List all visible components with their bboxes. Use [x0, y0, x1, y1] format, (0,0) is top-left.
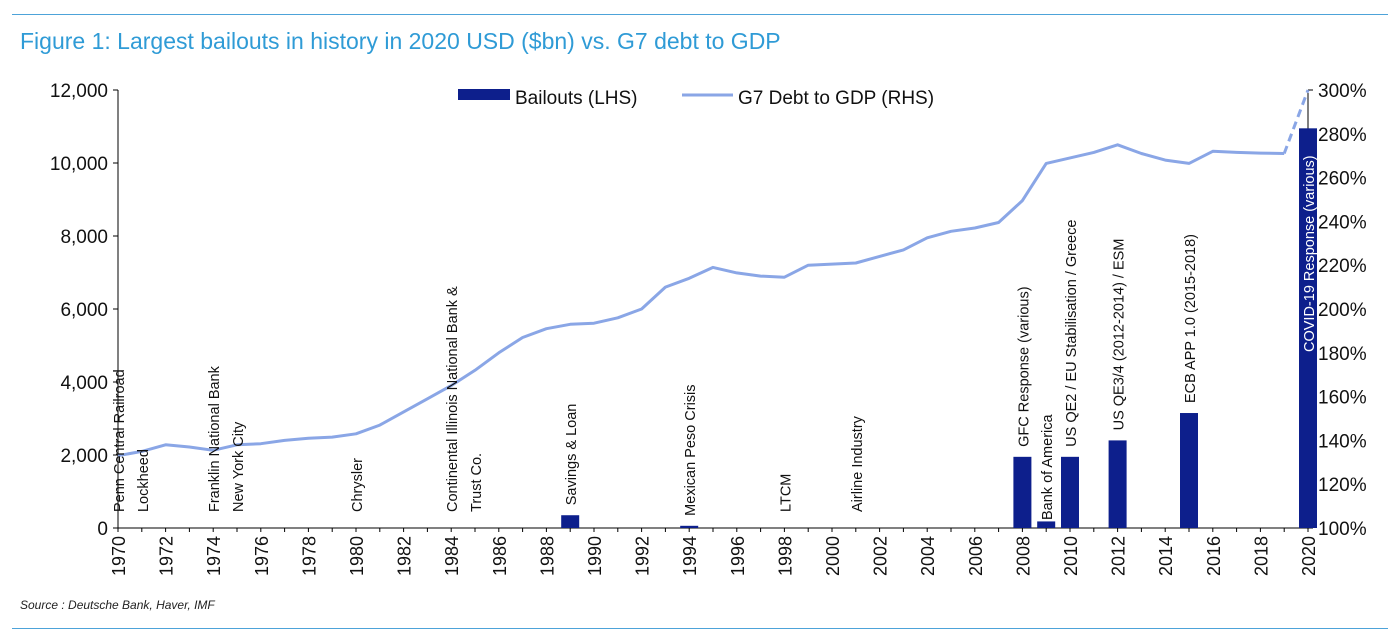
x-tick-label: 1982 — [395, 536, 415, 576]
bar-2012 — [1108, 440, 1127, 528]
x-tick-label: 1988 — [537, 536, 557, 576]
x-tick-label: 1986 — [490, 536, 510, 576]
left-tick-label: 4,000 — [60, 373, 108, 394]
annotation-label: Penn Central Railroad — [112, 369, 128, 512]
annotation-label: COVID-19 Response (various) — [1302, 155, 1318, 352]
x-tick-label: 2004 — [918, 536, 938, 576]
x-tick-label: 2012 — [1109, 536, 1129, 576]
g7-debt-projection — [1282, 89, 1310, 155]
x-tick-label: 1976 — [252, 536, 272, 576]
annotation-label: Airline Industry — [850, 415, 866, 512]
right-tick-label: 100% — [1318, 519, 1367, 540]
left-tick-label: 10,000 — [50, 154, 108, 175]
annotation-label: LTCM — [778, 474, 794, 512]
right-tick-label: 180% — [1318, 344, 1367, 365]
x-tick-label: 1978 — [299, 536, 319, 576]
annotation-label: Continental Illinois National Bank & — [445, 286, 461, 512]
bar-2009 — [1037, 521, 1056, 528]
bar-2008 — [1013, 456, 1032, 528]
right-tick-label: 240% — [1318, 212, 1367, 233]
annotation-label: Bank of America — [1040, 413, 1056, 520]
annotation-label: GFC Response (various) — [1016, 286, 1032, 446]
bottom-rule — [12, 628, 1388, 629]
bar-2020 — [1299, 128, 1317, 528]
bar-1994 — [680, 525, 699, 528]
annotation-label: US QE3/4 (2012-2014) / ESM — [1112, 239, 1128, 431]
x-tick-label: 1992 — [633, 536, 653, 576]
bar-2010 — [1061, 456, 1079, 528]
right-tick-label: 280% — [1318, 125, 1367, 146]
right-tick-label: 200% — [1318, 300, 1367, 321]
g7-debt-line — [117, 143, 1285, 458]
left-tick-label: 0 — [97, 519, 108, 540]
x-tick-label: 1972 — [157, 536, 177, 576]
annotation-label: Trust Co. — [469, 453, 485, 512]
bar-1989 — [561, 515, 580, 528]
legend-line-label: G7 Debt to GDP (RHS) — [738, 88, 934, 109]
x-tick-label: 1994 — [680, 536, 700, 576]
x-tick-label: 1980 — [347, 536, 367, 576]
x-tick-label: 2000 — [823, 536, 843, 576]
legend-bars-swatch — [458, 89, 510, 100]
annotation-label: Savings & Loan — [564, 404, 580, 506]
annotation-label: Lockheed — [136, 449, 152, 512]
right-tick-label: 120% — [1318, 475, 1367, 496]
annotation-label: Chrysler — [350, 458, 366, 512]
annotation-label: New York City — [231, 421, 247, 512]
x-tick-label: 1996 — [728, 536, 748, 576]
left-tick-label: 12,000 — [50, 81, 108, 102]
source-note: Source : Deutsche Bank, Haver, IMF — [20, 598, 215, 612]
legend-bars-label: Bailouts (LHS) — [515, 88, 638, 109]
right-tick-label: 140% — [1318, 431, 1367, 452]
annotation-label: Franklin National Bank — [207, 365, 223, 512]
x-tick-label: 2006 — [966, 536, 986, 576]
x-tick-label: 1990 — [585, 536, 605, 576]
right-tick-label: 220% — [1318, 256, 1367, 277]
x-tick-label: 2002 — [871, 536, 891, 576]
x-tick-label: 1970 — [109, 536, 129, 576]
x-tick-label: 2020 — [1299, 536, 1319, 576]
top-rule — [12, 14, 1388, 15]
right-tick-label: 300% — [1318, 81, 1367, 102]
bar-2015 — [1180, 413, 1198, 528]
x-tick-label: 2014 — [1156, 536, 1176, 576]
x-tick-label: 2018 — [1251, 536, 1271, 576]
figure-title: Figure 1: Largest bailouts in history in… — [20, 28, 781, 54]
x-tick-label: 2008 — [1013, 536, 1033, 576]
x-tick-label: 1974 — [204, 536, 224, 576]
annotation-label: US QE2 / EU Stabilisation / Greece — [1064, 220, 1080, 447]
right-tick-label: 160% — [1318, 388, 1367, 409]
x-tick-label: 1984 — [442, 536, 462, 576]
right-tick-label: 260% — [1318, 169, 1367, 190]
left-tick-label: 8,000 — [60, 227, 108, 248]
annotation-label: ECB APP 1.0 (2015-2018) — [1183, 234, 1199, 403]
x-tick-label: 2016 — [1204, 536, 1224, 576]
x-tick-label: 1998 — [775, 536, 795, 576]
left-tick-label: 2,000 — [60, 446, 108, 467]
x-tick-label: 2010 — [1061, 536, 1081, 576]
left-tick-label: 6,000 — [60, 300, 108, 321]
annotation-label: Mexican Peso Crisis — [683, 384, 699, 515]
